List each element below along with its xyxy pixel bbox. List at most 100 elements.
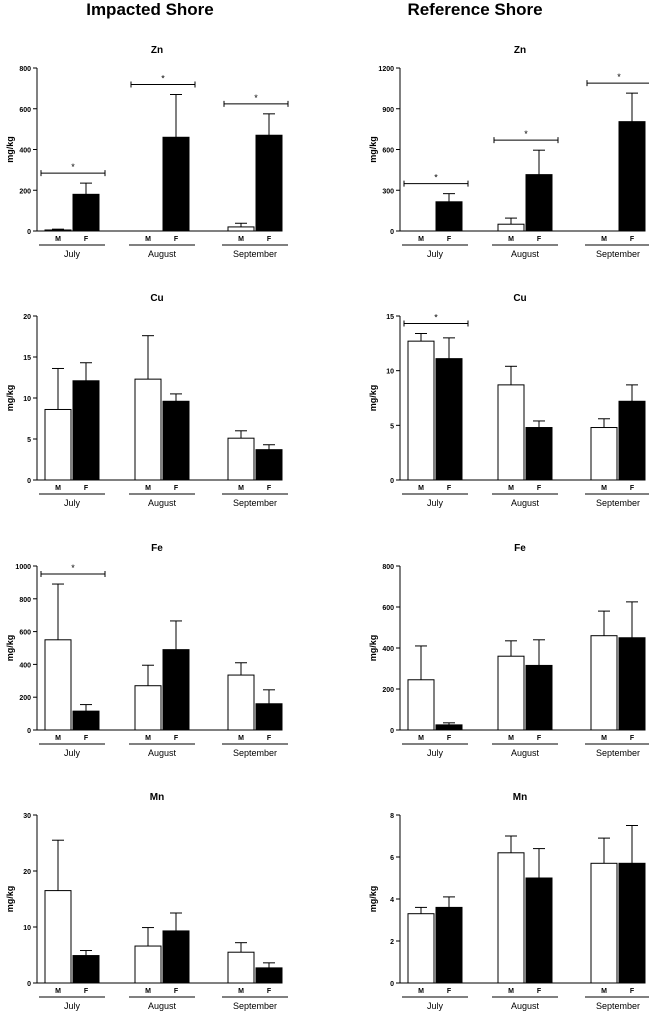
bar-label: M bbox=[145, 735, 151, 742]
bar-f-august bbox=[162, 930, 190, 984]
bar-label: M bbox=[55, 236, 61, 243]
bar-label: M bbox=[55, 485, 61, 492]
y-tick-label: 15 bbox=[23, 355, 31, 362]
significance-star: * bbox=[524, 129, 528, 139]
group-label: July bbox=[64, 748, 81, 758]
bar-label: M bbox=[601, 735, 607, 742]
bar-label: F bbox=[174, 236, 179, 243]
bar-label: F bbox=[267, 988, 272, 995]
bar-label: M bbox=[418, 485, 424, 492]
significance-star: * bbox=[71, 563, 75, 573]
bar-f-july bbox=[72, 955, 100, 984]
y-tick-label: 0 bbox=[390, 478, 394, 485]
y-tick-label: 15 bbox=[386, 314, 394, 321]
bar-label: M bbox=[238, 988, 244, 995]
bar-f-september bbox=[255, 449, 283, 481]
bar-label: F bbox=[267, 485, 272, 492]
bar-f-september bbox=[255, 967, 283, 984]
y-tick-label: 5 bbox=[390, 423, 394, 430]
group-label: August bbox=[511, 498, 540, 508]
y-tick-label: 0 bbox=[27, 728, 31, 735]
panel-title: Fe bbox=[514, 543, 526, 554]
bar-label: F bbox=[84, 988, 89, 995]
y-tick-label: 200 bbox=[19, 695, 31, 702]
y-tick-label: 400 bbox=[19, 662, 31, 669]
group-label: August bbox=[148, 498, 177, 508]
bar-f-september bbox=[255, 703, 283, 731]
bar-label: F bbox=[537, 485, 542, 492]
bar-label: M bbox=[508, 988, 514, 995]
bar-m-september bbox=[227, 437, 255, 481]
bar-f-august bbox=[162, 400, 190, 481]
group-label: August bbox=[148, 748, 177, 758]
group-label: September bbox=[233, 748, 277, 758]
bar-label: M bbox=[508, 485, 514, 492]
panel-title: Mn bbox=[150, 792, 164, 803]
bar-m-july bbox=[407, 913, 435, 984]
y-tick-label: 0 bbox=[27, 229, 31, 236]
bar-f-september bbox=[618, 121, 646, 232]
bar-label: F bbox=[267, 236, 272, 243]
group-label: September bbox=[233, 1001, 277, 1011]
y-axis-label: mg/kg bbox=[5, 635, 15, 662]
bar-label: F bbox=[84, 485, 89, 492]
y-tick-label: 800 bbox=[382, 564, 394, 571]
panel-title: Cu bbox=[513, 293, 526, 304]
bar-f-august bbox=[162, 136, 190, 232]
bar-label: F bbox=[84, 236, 89, 243]
group-label: August bbox=[511, 748, 540, 758]
bar-label: M bbox=[601, 988, 607, 995]
y-tick-label: 4 bbox=[390, 897, 394, 904]
bar-f-july bbox=[435, 724, 463, 731]
bar-label: F bbox=[537, 988, 542, 995]
group-label: September bbox=[596, 1001, 640, 1011]
y-axis-label: mg/kg bbox=[5, 886, 15, 913]
panel-title: Cu bbox=[150, 293, 163, 304]
bar-f-august bbox=[525, 664, 553, 731]
y-axis-label: mg/kg bbox=[368, 385, 378, 412]
group-label: July bbox=[427, 249, 444, 259]
bar-f-august bbox=[162, 649, 190, 731]
bar-f-september bbox=[618, 862, 646, 984]
bar-label: F bbox=[630, 236, 635, 243]
bar-f-july bbox=[72, 380, 100, 481]
group-label: July bbox=[64, 249, 81, 259]
bar-label: M bbox=[145, 988, 151, 995]
bar-label: M bbox=[238, 236, 244, 243]
panel-title: Mn bbox=[513, 792, 527, 803]
significance-star: * bbox=[161, 73, 165, 83]
y-axis-label: mg/kg bbox=[5, 136, 15, 163]
bar-label: F bbox=[447, 485, 452, 492]
group-label: August bbox=[148, 1001, 177, 1011]
bar-m-july bbox=[44, 408, 72, 481]
significance-star: * bbox=[434, 312, 438, 322]
bar-m-september bbox=[590, 427, 618, 481]
bar-label: M bbox=[145, 236, 151, 243]
y-tick-label: 600 bbox=[382, 148, 394, 155]
y-tick-label: 1200 bbox=[378, 66, 394, 73]
bar-m-september bbox=[590, 862, 618, 984]
bar-f-august bbox=[525, 427, 553, 481]
y-tick-label: 2 bbox=[390, 939, 394, 946]
y-tick-label: 0 bbox=[390, 229, 394, 236]
group-label: July bbox=[64, 498, 81, 508]
bar-m-september bbox=[227, 674, 255, 731]
y-tick-label: 30 bbox=[23, 813, 31, 820]
group-label: September bbox=[233, 498, 277, 508]
group-label: July bbox=[427, 1001, 444, 1011]
significance-star: * bbox=[71, 162, 75, 172]
y-tick-label: 0 bbox=[390, 981, 394, 988]
bar-label: F bbox=[447, 988, 452, 995]
bar-label: M bbox=[508, 236, 514, 243]
bar-label: M bbox=[55, 988, 61, 995]
y-tick-label: 6 bbox=[390, 855, 394, 862]
impacted-shore-title: Impacted Shore bbox=[86, 0, 214, 19]
bar-m-august bbox=[134, 945, 162, 984]
bar-f-july bbox=[435, 358, 463, 481]
